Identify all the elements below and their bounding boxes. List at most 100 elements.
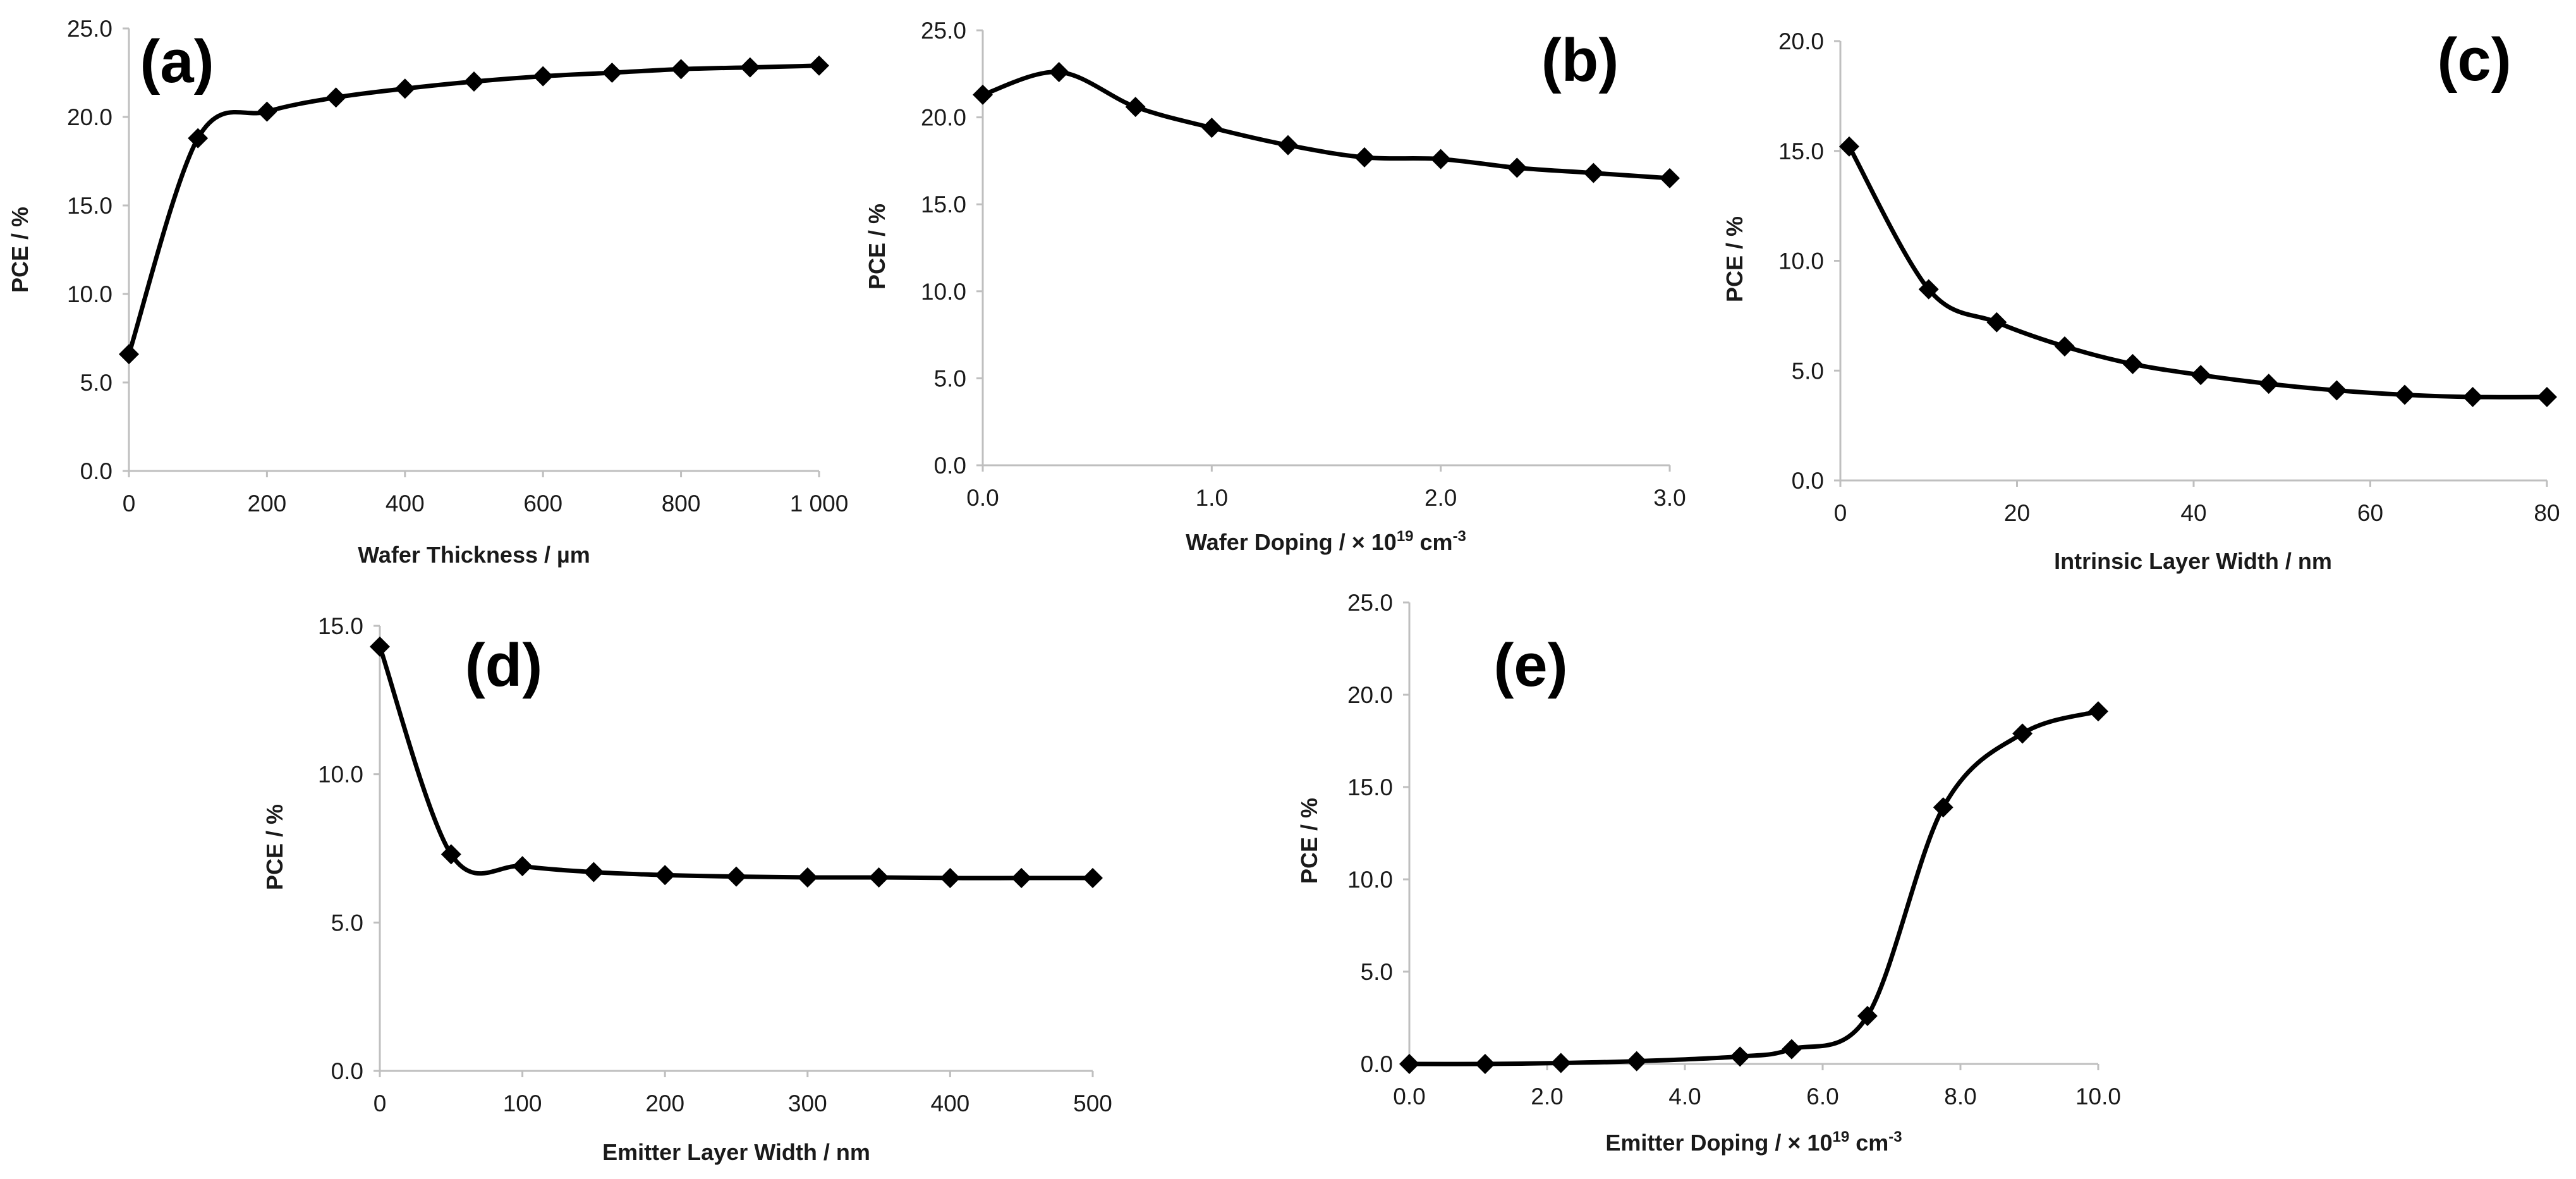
x-axis-label-text: Wafer Thickness / µm xyxy=(358,542,590,568)
data-point-marker xyxy=(671,59,691,80)
data-point-marker xyxy=(1838,136,1859,157)
data-point-marker xyxy=(1277,135,1298,156)
y-tick-label: 10.0 xyxy=(921,279,966,305)
x-tick-label: 600 xyxy=(523,491,562,516)
y-tick-label: 20.0 xyxy=(921,105,966,131)
data-point-marker xyxy=(1048,62,1069,83)
y-tick-label: 15.0 xyxy=(1347,774,1393,800)
x-tick-label: 60 xyxy=(2357,500,2383,526)
data-point-marker xyxy=(1857,1006,1878,1027)
data-point-marker xyxy=(1474,1054,1495,1074)
data-point-marker xyxy=(1781,1039,1802,1060)
y-tick-label: 15.0 xyxy=(318,613,363,639)
y-tick-label: 10.0 xyxy=(1778,248,1824,274)
data-point-marker xyxy=(1083,867,1103,888)
x-tick-label: 4.0 xyxy=(1668,1084,1701,1109)
x-tick-label: 80 xyxy=(2534,500,2560,526)
panel-label: (d) xyxy=(465,632,543,699)
data-point-marker xyxy=(2462,386,2483,407)
x-axis-label-exponent: 19 xyxy=(1397,528,1414,545)
data-point-marker xyxy=(1933,797,1953,818)
panel-label: (a) xyxy=(140,28,214,95)
x-tick-label: 500 xyxy=(1073,1090,1112,1116)
y-tick-label: 0.0 xyxy=(934,453,966,479)
series-line xyxy=(126,63,822,357)
data-point-marker xyxy=(394,78,415,99)
x-tick-label: 0.0 xyxy=(966,485,999,511)
y-tick-label: 10.0 xyxy=(67,281,112,307)
data-point-marker xyxy=(583,862,604,883)
x-tick-label: 1.0 xyxy=(1196,485,1228,511)
y-tick-label: 20.0 xyxy=(1778,28,1824,54)
data-point-marker xyxy=(119,344,139,365)
chart-panel-d: 0.0 5.0 10.0 15.0 0 100 200 300 400 500 Emitter La… xyxy=(262,613,1112,1165)
data-point-marker xyxy=(940,867,961,888)
x-tick-label: 800 xyxy=(662,491,701,516)
data-point-marker xyxy=(602,63,623,83)
data-point-marker xyxy=(1354,147,1375,168)
data-point-marker xyxy=(2088,701,2108,722)
x-tick-label: 0.0 xyxy=(1393,1084,1425,1109)
data-point-marker xyxy=(1583,162,1604,183)
x-tick-label: 200 xyxy=(248,491,287,516)
y-tick-label: 15.0 xyxy=(1778,138,1824,164)
data-point-marker xyxy=(257,101,277,122)
y-tick-label: 5.0 xyxy=(1792,358,1824,384)
x-axis-label-exponent: 19 xyxy=(1832,1128,1849,1145)
x-axis-label: Wafer Thickness / µm xyxy=(358,542,590,568)
data-point-marker xyxy=(726,866,746,887)
x-axis-label-text: Emitter Layer Width / nm xyxy=(602,1139,870,1165)
data-point-marker xyxy=(1125,97,1146,118)
data-point-marker xyxy=(370,636,390,657)
y-tick-label: 25.0 xyxy=(921,18,966,44)
y-axis-label: PCE / % xyxy=(1722,216,1747,302)
chart-panel-c: 0.0 5.0 10.0 15.0 20.0 0 20 40 60 80 Intrinsic Lay… xyxy=(1722,26,2560,574)
y-tick-label: 0.0 xyxy=(1792,468,1824,494)
x-axis-label-unit-exponent: -3 xyxy=(1453,528,1466,545)
y-tick-label: 0.0 xyxy=(331,1058,363,1084)
x-tick-label: 2.0 xyxy=(1425,485,1457,511)
panel-label: (c) xyxy=(2437,26,2511,94)
y-tick-label: 0.0 xyxy=(1361,1051,1393,1077)
charts-root: 0.05.010.015.020.025.00 200 400 600 800 1 000… xyxy=(7,16,2560,1165)
chart-panel-b: 0.0 5.0 10.0 15.0 20.0 25.0 0.0 1.0 2.0 3.0 Wafer … xyxy=(864,18,1686,555)
data-point-marker xyxy=(2122,353,2143,374)
data-point-marker xyxy=(2012,723,2033,744)
data-point-marker xyxy=(533,66,554,87)
data-point-marker xyxy=(1201,118,1222,138)
data-point-marker xyxy=(739,57,760,78)
y-tick-label: 25.0 xyxy=(1347,590,1393,616)
y-tick-label: 15.0 xyxy=(921,192,966,217)
x-axis-label-unit: cm xyxy=(1414,529,1453,555)
data-point-marker xyxy=(1918,279,1939,300)
chart-panel-e: 0.0 5.0 10.0 15.0 20.0 25.0 0.0 2.0 4.0 6.0 8.0 10.… xyxy=(1296,590,2121,1156)
data-point-marker xyxy=(1399,1054,1419,1074)
x-axis-label: Wafer Doping / × 1019 cm-3 xyxy=(1186,528,1466,555)
y-tick-label: 10.0 xyxy=(318,762,363,788)
panel-label: (e) xyxy=(1493,632,1567,699)
y-axis-label: PCE / % xyxy=(1296,798,1322,884)
x-tick-label: 3.0 xyxy=(1653,485,1686,511)
y-axis-label: PCE / % xyxy=(262,804,288,890)
data-point-marker xyxy=(325,87,346,108)
x-tick-label: 2.0 xyxy=(1531,1084,1563,1109)
data-point-marker xyxy=(2537,386,2557,407)
data-point-marker xyxy=(655,865,676,886)
data-point-marker xyxy=(973,84,993,105)
data-point-marker xyxy=(868,867,889,888)
data-point-marker xyxy=(1626,1051,1647,1072)
x-tick-label: 8.0 xyxy=(1944,1084,1976,1109)
y-axis-label: PCE / % xyxy=(7,207,33,293)
x-tick-label: 100 xyxy=(503,1090,542,1116)
data-point-marker xyxy=(188,128,209,149)
x-tick-label: 0 xyxy=(123,491,136,516)
data-point-marker xyxy=(1730,1046,1751,1067)
x-tick-label: 10.0 xyxy=(2075,1084,2121,1109)
y-tick-label: 5.0 xyxy=(80,370,112,396)
x-tick-label: 0 xyxy=(374,1090,387,1116)
data-point-marker xyxy=(1011,867,1032,888)
y-tick-label: 5.0 xyxy=(1361,959,1393,985)
x-tick-label: 400 xyxy=(931,1090,970,1116)
x-axis-label-unit-exponent: -3 xyxy=(1888,1128,1902,1145)
